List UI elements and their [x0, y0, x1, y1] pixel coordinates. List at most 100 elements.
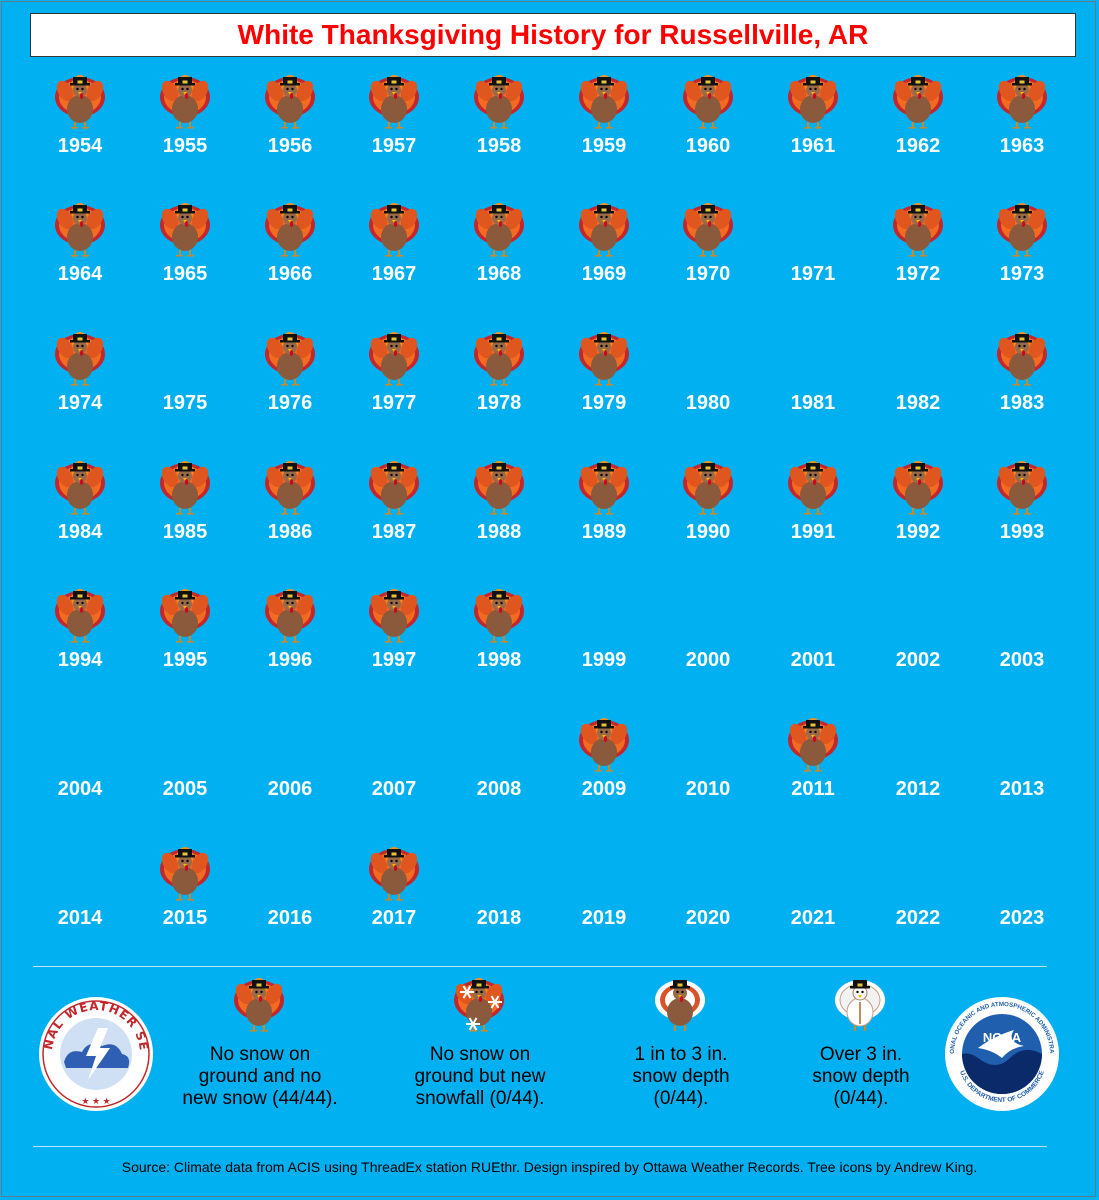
turkey-icon — [682, 203, 735, 257]
year-label: 1954 — [57, 135, 103, 157]
year-label: 2020 — [685, 907, 731, 929]
year-cell: 2011 — [761, 718, 865, 838]
year-label: 2022 — [895, 907, 941, 929]
turkey-icon — [578, 203, 631, 257]
turkey-icon — [892, 203, 945, 257]
turkey-icon — [368, 75, 421, 129]
year-label: 1989 — [581, 521, 627, 543]
turkey-icon — [368, 589, 421, 643]
year-label: 1955 — [162, 135, 208, 157]
year-label: 1962 — [895, 135, 941, 157]
year-label: 1980 — [685, 392, 731, 414]
year-cell: 1958 — [447, 75, 551, 195]
year-cell: 1974 — [28, 332, 132, 452]
year-cell: 1962 — [866, 75, 970, 195]
year-cell: 2016 — [238, 847, 342, 967]
year-cell: 2021 — [761, 847, 865, 967]
year-label: 1983 — [999, 392, 1045, 414]
legend-depth-over-3-line3: (0/44). — [833, 1088, 889, 1109]
year-label: 2013 — [999, 778, 1045, 800]
year-cell: 1997 — [342, 589, 446, 709]
year-label: 2019 — [581, 907, 627, 929]
year-cell: 2008 — [447, 718, 551, 838]
year-cell: 2005 — [133, 718, 237, 838]
turkey-icon — [264, 332, 317, 386]
year-cell: 2010 — [656, 718, 760, 838]
year-cell: 1975 — [133, 332, 237, 452]
year-label: 2000 — [685, 649, 731, 671]
year-cell: 2012 — [866, 718, 970, 838]
year-cell: 1965 — [133, 203, 237, 323]
year-cell: 1972 — [866, 203, 970, 323]
year-cell: 1991 — [761, 461, 865, 581]
turkey-icon — [787, 718, 840, 772]
turkey-icon — [368, 332, 421, 386]
turkey-icon — [264, 589, 317, 643]
year-label: 1996 — [267, 649, 313, 671]
year-cell: 2015 — [133, 847, 237, 967]
year-grid: 1954 1955 1956 1957 1958 1959 1960 1961 1962 1963… — [28, 75, 1074, 929]
year-label: 1992 — [895, 521, 941, 543]
nws-logo: NATIONAL WEATHER SERVICE ★ ★ ★ — [32, 985, 154, 1117]
turkey-icon — [996, 332, 1049, 386]
year-cell: 1960 — [656, 75, 760, 195]
year-label: 2010 — [685, 778, 731, 800]
year-cell: 1956 — [238, 75, 342, 195]
year-cell: 2019 — [552, 847, 656, 967]
year-label: 1977 — [371, 392, 417, 414]
year-cell: 2020 — [656, 847, 760, 967]
year-cell: 1961 — [761, 75, 865, 195]
turkey-white-feathers-icon — [655, 980, 705, 1031]
turkey-icon — [264, 461, 317, 515]
year-label: 2007 — [371, 778, 417, 800]
year-label: 1987 — [371, 521, 417, 543]
legend-no-snow: No snow on ground and no new snow (44/44… — [165, 978, 355, 1110]
turkey-snowflake-icon — [453, 978, 506, 1032]
year-label: 2015 — [162, 907, 208, 929]
legend-no-snow-line2: ground and no — [198, 1066, 322, 1087]
year-cell: 2022 — [866, 847, 970, 967]
turkey-icon — [233, 978, 286, 1032]
year-cell: 1982 — [866, 332, 970, 452]
year-label: 1994 — [57, 649, 103, 671]
year-label: 1960 — [685, 135, 731, 157]
year-label: 1964 — [57, 263, 103, 285]
year-label: 1958 — [476, 135, 522, 157]
year-cell: 1968 — [447, 203, 551, 323]
year-cell: 2003 — [970, 589, 1074, 709]
year-label: 1970 — [685, 263, 731, 285]
year-label: 2023 — [999, 907, 1045, 929]
turkey-icon — [159, 461, 212, 515]
turkey-icon — [996, 461, 1049, 515]
year-cell: 1964 — [28, 203, 132, 323]
turkey-icon — [54, 589, 107, 643]
year-cell: 1998 — [447, 589, 551, 709]
turkey-snow-covered-icon — [834, 979, 886, 1032]
year-cell: 2023 — [970, 847, 1074, 967]
year-cell: 1978 — [447, 332, 551, 452]
year-label: 1963 — [999, 135, 1045, 157]
turkey-icon — [473, 75, 526, 129]
year-cell: 1980 — [656, 332, 760, 452]
year-label: 2017 — [371, 907, 417, 929]
year-cell: 1992 — [866, 461, 970, 581]
year-label: 1993 — [999, 521, 1045, 543]
turkey-icon — [368, 847, 421, 901]
year-label: 1975 — [162, 392, 208, 414]
year-label: 1957 — [371, 135, 417, 157]
turkey-icon — [892, 461, 945, 515]
year-cell: 1990 — [656, 461, 760, 581]
year-label: 1990 — [685, 521, 731, 543]
year-label: 1966 — [267, 263, 313, 285]
year-label: 1965 — [162, 263, 208, 285]
year-label: 2018 — [476, 907, 522, 929]
year-cell: 2000 — [656, 589, 760, 709]
turkey-icon — [54, 203, 107, 257]
divider-bottom — [33, 1146, 1047, 1147]
year-label: 2005 — [162, 778, 208, 800]
year-label: 1978 — [476, 392, 522, 414]
year-label: 1986 — [267, 521, 313, 543]
turkey-icon — [159, 847, 212, 901]
year-cell: 2007 — [342, 718, 446, 838]
turkey-icon — [473, 203, 526, 257]
